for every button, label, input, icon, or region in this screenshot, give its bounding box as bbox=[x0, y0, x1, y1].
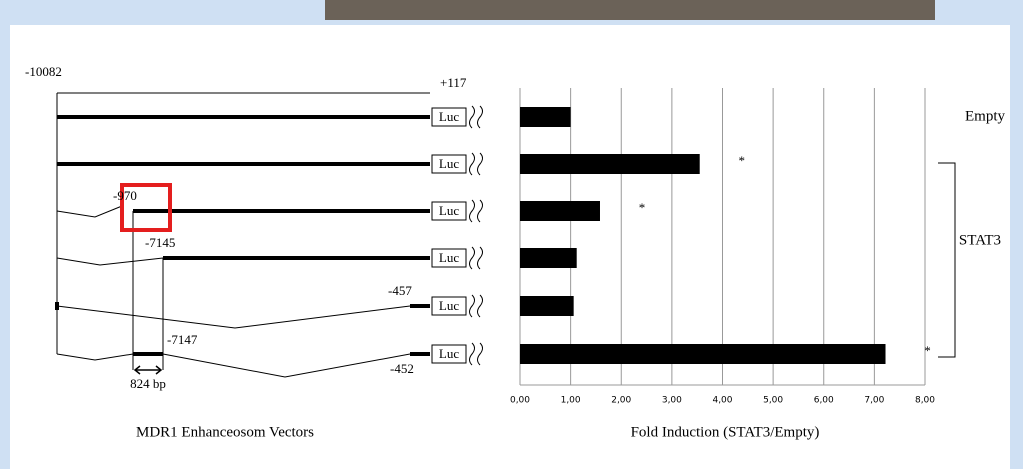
x-tick-label: 3,00 bbox=[662, 396, 682, 406]
luc-label: Luc bbox=[439, 298, 459, 313]
x-tick-label: 0,00 bbox=[510, 396, 530, 406]
x-tick-label: 6,00 bbox=[814, 396, 834, 406]
site-label: -7145 bbox=[145, 235, 175, 250]
bar bbox=[520, 154, 700, 174]
site-label: -452 bbox=[390, 361, 414, 376]
bar bbox=[520, 296, 574, 316]
x-axis-title: Fold Induction (STAT3/Empty) bbox=[631, 424, 820, 440]
x-tick-label: 1,00 bbox=[561, 396, 581, 406]
x-tick-label: 4,00 bbox=[712, 396, 732, 406]
x-tick-label: 5,00 bbox=[763, 396, 783, 406]
significance-mark: * bbox=[738, 153, 745, 168]
end-label: +117 bbox=[440, 75, 467, 90]
x-tick-label: 7,00 bbox=[864, 396, 884, 406]
figure: -10082 +117 -970 -7145 -457 -7147 -452 8… bbox=[0, 0, 1023, 469]
site-label: -7147 bbox=[167, 332, 198, 347]
x-tick-label: 8,00 bbox=[915, 396, 935, 406]
page: {"diagram": { "title": "MDR1 Enhanceosom… bbox=[0, 0, 1023, 469]
header-image bbox=[325, 0, 935, 20]
site-label: -457 bbox=[388, 283, 412, 298]
luc-label: Luc bbox=[439, 156, 459, 171]
group-label: Empty bbox=[965, 108, 1005, 124]
significance-mark: * bbox=[639, 200, 646, 215]
x-tick-label: 2,00 bbox=[611, 396, 631, 406]
bar bbox=[520, 248, 577, 268]
bar bbox=[520, 201, 600, 221]
significance-mark: * bbox=[924, 343, 931, 358]
length-label: 824 bp bbox=[130, 376, 166, 391]
luc-label: Luc bbox=[439, 346, 459, 361]
bar bbox=[520, 344, 886, 364]
bar bbox=[520, 107, 571, 127]
diagram-title: MDR1 Enhanceosom Vectors bbox=[136, 424, 314, 440]
luc-label: Luc bbox=[439, 109, 459, 124]
luc-label: Luc bbox=[439, 250, 459, 265]
start-label: -10082 bbox=[25, 64, 62, 79]
group-label: STAT3 bbox=[959, 232, 1001, 248]
site-label: -970 bbox=[113, 188, 137, 203]
luc-label: Luc bbox=[439, 203, 459, 218]
